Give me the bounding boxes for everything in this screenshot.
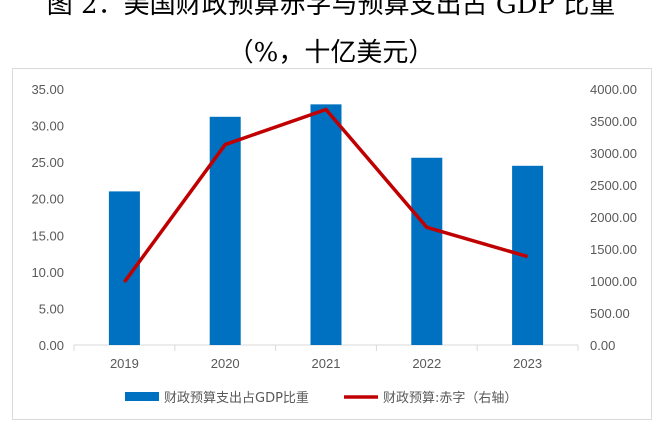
x-tick-label: 2022 xyxy=(412,356,441,371)
left-tick-label: 5.00 xyxy=(39,301,64,316)
right-tick-label: 1500.00 xyxy=(590,242,637,257)
right-tick-label: 3000.00 xyxy=(590,146,637,161)
left-axis-ticks: 0.00 5.00 10.00 15.00 20.00 25.00 30.00 35.00 xyxy=(31,82,64,353)
left-tick-label: 15.00 xyxy=(31,228,64,243)
x-tick-label: 2021 xyxy=(312,356,341,371)
right-tick-label: 4000.00 xyxy=(590,82,637,97)
left-tick-label: 10.00 xyxy=(31,265,64,280)
left-tick-label: 0.00 xyxy=(39,338,64,353)
right-tick-label: 2500.00 xyxy=(590,178,637,193)
x-tick-label: 2023 xyxy=(513,356,542,371)
x-tick-label: 2019 xyxy=(110,356,139,371)
bar-2021 xyxy=(310,104,342,345)
right-axis-ticks: 0.00 500.00 1000.00 1500.00 2000.00 2500.00 30… xyxy=(590,82,637,353)
legend-label-line: 财政预算:赤字（右轴） xyxy=(383,391,517,406)
deficit-line xyxy=(122,107,529,284)
right-tick-label: 1000.00 xyxy=(590,274,637,289)
left-tick-label: 30.00 xyxy=(31,119,64,134)
chart-title: 图 2：美国财政预算赤字与预算支出占 GDP 比重 xyxy=(46,0,616,20)
x-tick-label: 2020 xyxy=(211,356,240,371)
right-tick-label: 0.00 xyxy=(590,338,615,353)
left-tick-label: 25.00 xyxy=(31,155,64,170)
legend-swatch-bar xyxy=(125,392,159,401)
bar-series xyxy=(108,104,544,346)
bar-2020 xyxy=(209,116,241,346)
bar-2022 xyxy=(411,157,443,345)
right-tick-label: 2000.00 xyxy=(590,210,637,225)
legend: 财政预算支出占GDP比重 财政预算:赤字（右轴） xyxy=(125,390,517,406)
chart-frame xyxy=(12,68,652,420)
legend-label-bar: 财政预算支出占GDP比重 xyxy=(164,390,309,406)
right-tick-label: 500.00 xyxy=(590,306,630,321)
right-tick-label: 3500.00 xyxy=(590,114,637,129)
left-tick-label: 20.00 xyxy=(31,192,64,207)
chart-subtitle: （%，十亿美元） xyxy=(227,38,435,68)
left-tick-label: 35.00 xyxy=(31,82,64,97)
x-axis-ticks: 2019 2020 2021 2022 2023 xyxy=(73,345,579,371)
